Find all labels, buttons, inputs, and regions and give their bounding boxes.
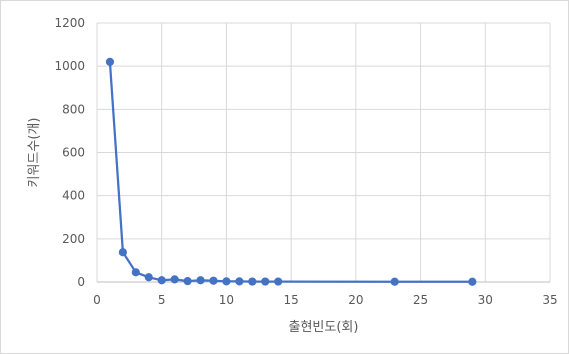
data-point: [390, 277, 399, 286]
grid-layer: [97, 22, 551, 282]
x-tick-label: 5: [158, 293, 166, 307]
x-tick-label: 15: [284, 293, 299, 307]
y-tick-label: 1200: [54, 16, 85, 30]
data-point: [209, 276, 218, 285]
y-axis-title: 키워드수(개): [27, 118, 42, 188]
y-tick-label: 200: [62, 232, 85, 246]
data-point: [118, 248, 127, 257]
y-tick-label: 800: [62, 102, 85, 116]
data-point: [105, 57, 115, 66]
x-tick-label: 0: [93, 293, 101, 307]
data-point: [170, 275, 179, 284]
x-tick-label: 20: [348, 293, 363, 307]
x-tick-label: 35: [542, 293, 557, 307]
y-tick-label: 400: [62, 189, 85, 203]
data-point: [261, 277, 270, 286]
series-layer: [105, 57, 477, 286]
x-axis-title: 출현빈도(회): [289, 320, 359, 335]
data-point: [131, 268, 140, 277]
x-tick-label: 25: [413, 293, 428, 307]
data-point: [144, 273, 153, 282]
data-point: [196, 276, 205, 285]
y-tick-label: 0: [77, 275, 85, 289]
data-point: [248, 277, 257, 286]
tick-label-layer: 0 200 400 600 800 1000 1200 0 5 10 15 20 25 30 35: [54, 16, 557, 307]
data-point: [157, 276, 166, 285]
y-tick-label: 1000: [54, 59, 85, 73]
data-point: [222, 277, 231, 286]
x-tick-label: 30: [478, 293, 493, 307]
data-point: [274, 277, 283, 286]
data-point: [235, 277, 244, 286]
y-tick-label: 600: [62, 146, 85, 160]
series-line: [108, 61, 473, 283]
x-tick-label: 10: [219, 293, 234, 307]
data-point: [183, 277, 192, 286]
data-point: [468, 277, 477, 286]
